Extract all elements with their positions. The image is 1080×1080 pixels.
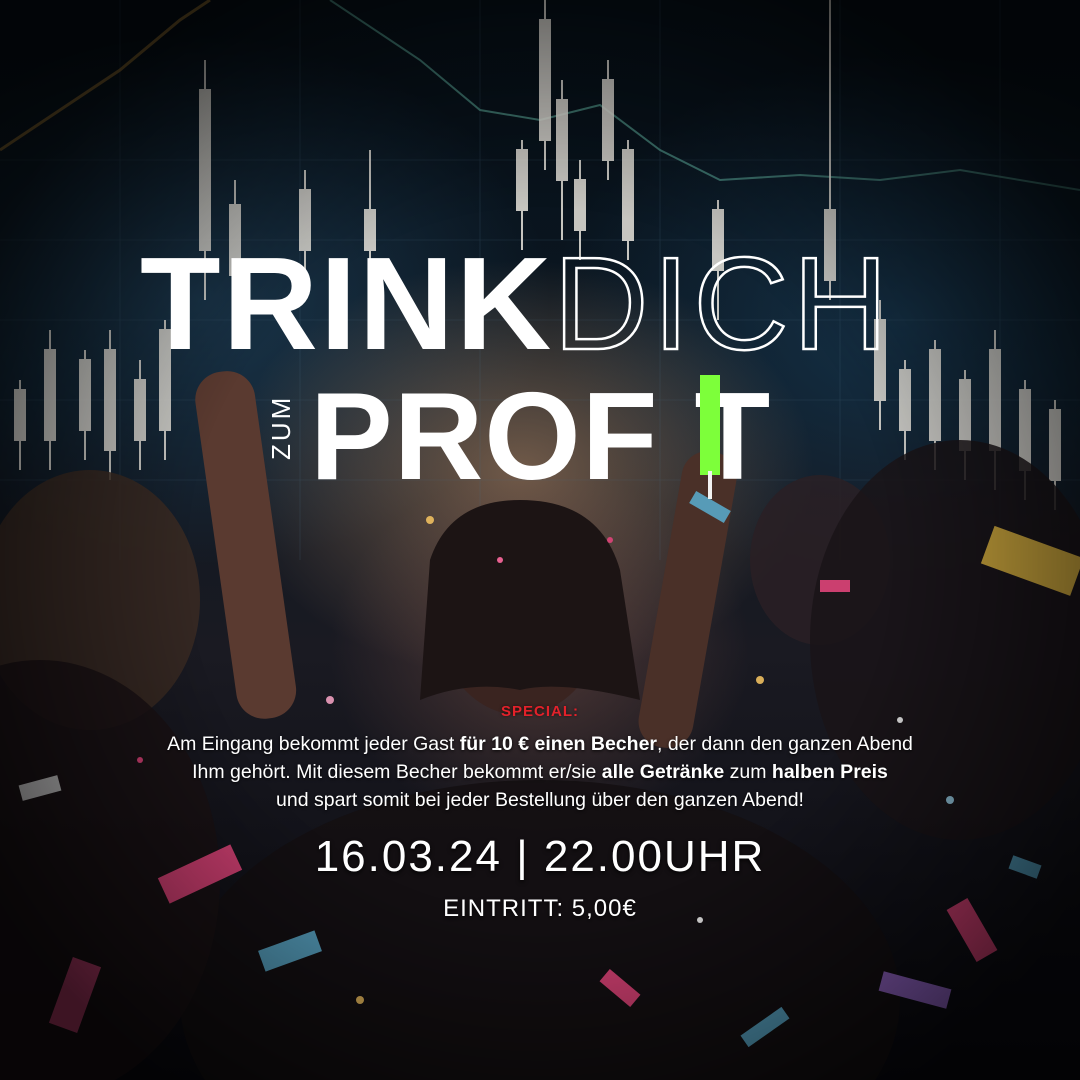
title-word-dich: DICH [552, 230, 892, 377]
title-word-zum-wrapper: ZUM [250, 380, 310, 480]
event-entry-price: EINTRITT: 5,00€ [443, 895, 637, 922]
candle-body [700, 375, 720, 475]
green-candlestick-icon [700, 375, 720, 499]
title-word-trink: TRINK [140, 230, 554, 377]
special-line-1: Am Eingang bekommt jeder Gast für 10 € e… [40, 730, 1040, 758]
text-bold: für 10 € einen Becher [459, 733, 657, 755]
text-span: Am Eingang bekommt jeder Gast [167, 733, 460, 755]
text-span: Ihm gehört. Mit diesem Becher bekommt er… [192, 761, 602, 783]
special-description: Am Eingang bekommt jeder Gast für 10 € e… [40, 730, 1040, 814]
special-label: SPECIAL: [500, 703, 579, 720]
title-word-prof: PROF [310, 368, 659, 506]
title-word-zum: ZUM [266, 394, 296, 460]
special-line-3: und spart somit bei jeder Bestellung übe… [276, 789, 804, 811]
event-date-time: 16.03.24 | 22.00UHR [314, 832, 766, 881]
text-span: , der dann den ganzen Abend [657, 733, 913, 755]
text-bold: halben Preis [771, 761, 888, 783]
special-line-2: Ihm gehört. Mit diesem Becher bekommt er… [40, 758, 1040, 786]
text-bold: alle Getränke [601, 761, 725, 783]
candle-wick [708, 471, 712, 499]
text-span: zum [724, 761, 772, 783]
title-line-1: TRINKDICH [140, 236, 892, 371]
